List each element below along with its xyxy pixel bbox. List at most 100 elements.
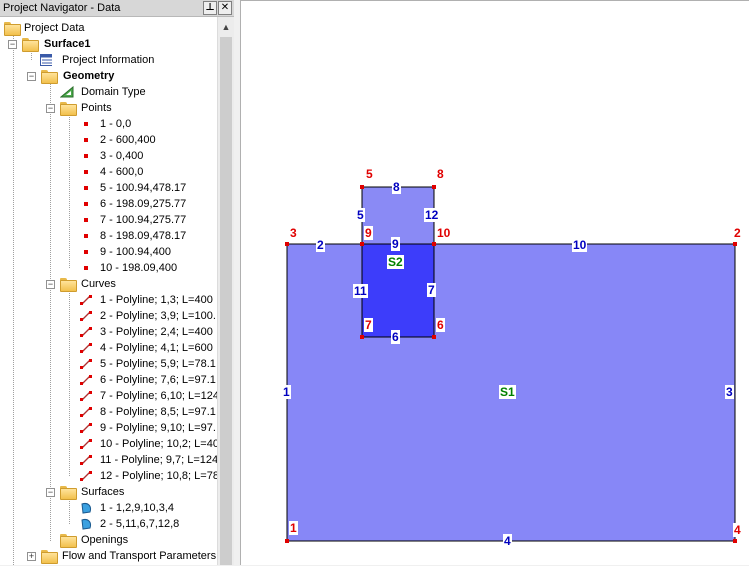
polyline-icon (80, 423, 92, 433)
point-marker[interactable] (360, 335, 364, 339)
point-marker[interactable] (360, 185, 364, 189)
tree-guide-line (69, 289, 70, 476)
tree-node-flow-transport[interactable]: + Flow and Transport Parameters (27, 550, 217, 564)
polyline-icon (80, 359, 92, 369)
tree-item-curve[interactable]: 2 - Polyline; 3,9; L=100. (80, 308, 217, 324)
curve-label-2: 2 (316, 238, 325, 252)
tree-item-curve[interactable]: 1 - Polyline; 1,3; L=400 (80, 292, 217, 308)
tree-item-curve[interactable]: 4 - Polyline; 4,1; L=600 (80, 340, 217, 356)
curve-label-5: 5 (356, 208, 365, 222)
navigator-title: Project Navigator - Data (3, 2, 121, 14)
tree-item-curve[interactable]: 6 - Polyline; 7,6; L=97.1 (80, 372, 217, 388)
geometry-canvas[interactable]: 1 2 3 4 5 6 7 8 9 10 1 2 3 4 5 6 7 8 9 1… (240, 0, 749, 565)
tree-item-point[interactable]: 4 - 600,0 (84, 164, 214, 180)
close-icon[interactable]: ✕ (218, 1, 232, 15)
tree-item-curve[interactable]: 8 - Polyline; 8,5; L=97.1 (80, 404, 217, 420)
point-icon (84, 122, 88, 126)
point-icon (84, 266, 88, 270)
collapse-icon[interactable]: − (27, 71, 36, 81)
point-marker[interactable] (285, 242, 289, 246)
folder-icon (22, 38, 39, 52)
polyline-icon (80, 391, 92, 401)
pin-icon[interactable]: ⊥ (203, 1, 217, 15)
tree-item-curve[interactable]: 3 - Polyline; 2,4; L=400 (80, 324, 217, 340)
collapse-icon[interactable]: − (46, 103, 55, 113)
tree-guide-line (50, 81, 51, 541)
surface-icon (81, 503, 91, 514)
point-label-6: 6 (436, 318, 445, 332)
tree-item-point[interactable]: 10 - 198.09,400 (84, 260, 214, 276)
tree-node-points[interactable]: − Points (46, 102, 112, 116)
point-marker[interactable] (432, 185, 436, 189)
tree-node-curves[interactable]: − Curves (46, 278, 116, 292)
point-icon (84, 234, 88, 238)
scrollbar-thumb[interactable] (220, 37, 232, 565)
tree-item-curve[interactable]: 5 - Polyline; 5,9; L=78.1 (80, 356, 217, 372)
tree-item-point[interactable]: 2 - 600,400 (84, 132, 214, 148)
tree-item-point[interactable]: 9 - 100.94,400 (84, 244, 214, 260)
tree-item-surface[interactable]: 1 - 1,2,9,10,3,4 (80, 500, 217, 516)
scroll-up-arrow-icon[interactable]: ▲ (221, 22, 231, 32)
collapse-icon[interactable]: − (46, 487, 55, 497)
folder-icon (60, 534, 77, 548)
curve-label-7: 7 (427, 283, 436, 297)
curve-label-10: 10 (572, 238, 588, 252)
surface-label-s1: S1 (499, 385, 516, 399)
point-marker[interactable] (733, 242, 737, 246)
tree-guide-line (69, 113, 70, 268)
tree-item-point[interactable]: 6 - 198.09,275.77 (84, 196, 214, 212)
tree-item-surface[interactable]: 2 - 5,11,6,7,12,8 (80, 516, 217, 532)
tree-guide-line (13, 25, 14, 565)
surface-icon (81, 519, 91, 530)
collapse-icon[interactable]: − (8, 39, 17, 49)
point-label-1: 1 (289, 521, 298, 535)
tree-item-point[interactable]: 7 - 100.94,275.77 (84, 212, 214, 228)
expand-icon[interactable]: + (27, 551, 36, 561)
tree-item-curve[interactable]: 9 - Polyline; 9,10; L=97. (80, 420, 217, 436)
tree-item-curve[interactable]: 12 - Polyline; 10,8; L=78 (80, 468, 217, 484)
polyline-icon (80, 455, 92, 465)
point-marker[interactable] (733, 539, 737, 543)
collapse-icon[interactable]: − (46, 279, 55, 289)
point-label-9: 9 (364, 226, 373, 240)
tree-node-surface1[interactable]: − Surface1 (8, 38, 91, 52)
tree-node-domain-type[interactable]: Domain Type (60, 84, 210, 100)
tree-node-surfaces[interactable]: − Surfaces (46, 486, 125, 500)
table-icon (40, 54, 52, 66)
curve-label-12: 12 (424, 208, 440, 222)
tree-item-curve[interactable]: 7 - Polyline; 6,10; L=124 (80, 388, 217, 404)
polyline-icon (80, 311, 92, 321)
polyline-icon (80, 439, 92, 449)
point-marker[interactable] (432, 242, 436, 246)
point-icon (84, 250, 88, 254)
tree-item-point[interactable]: 3 - 0,400 (84, 148, 214, 164)
tree-item-point[interactable]: 8 - 198.09,478.17 (84, 228, 214, 244)
tree-item-curve[interactable]: 10 - Polyline; 10,2; L=40 (80, 436, 217, 452)
tree-item-curve[interactable]: 11 - Polyline; 9,7; L=124 (80, 452, 217, 468)
tree-scrollbar[interactable]: ▲ (217, 17, 234, 565)
tree-node-project-data[interactable]: Project Data (4, 20, 204, 36)
point-marker[interactable] (432, 335, 436, 339)
surface-label-s2: S2 (387, 255, 404, 269)
tree-item-point[interactable]: 1 - 0,0 (84, 116, 214, 132)
tree-node-project-information[interactable]: Project Information (40, 52, 210, 68)
curve-label-6: 6 (391, 330, 400, 344)
tree-item-point[interactable]: 5 - 100.94,478.17 (84, 180, 214, 196)
point-icon (84, 138, 88, 142)
point-label-4: 4 (733, 523, 742, 537)
folder-icon (60, 102, 77, 116)
navigator-title-bar: Project Navigator - Data ⊥ ✕ (0, 0, 234, 17)
polyline-icon (80, 471, 92, 481)
point-marker[interactable] (360, 242, 364, 246)
point-icon (84, 154, 88, 158)
tree-node-geometry[interactable]: − Geometry (27, 70, 115, 84)
tree-guide-line (31, 50, 32, 60)
curve-label-3: 3 (725, 385, 734, 399)
point-label-10: 10 (436, 226, 452, 240)
folder-icon (60, 486, 77, 500)
tree-node-openings[interactable]: Openings (60, 532, 210, 548)
curve-label-9: 9 (391, 237, 400, 251)
folder-icon (41, 70, 58, 84)
folder-icon (41, 550, 58, 564)
point-marker[interactable] (285, 539, 289, 543)
